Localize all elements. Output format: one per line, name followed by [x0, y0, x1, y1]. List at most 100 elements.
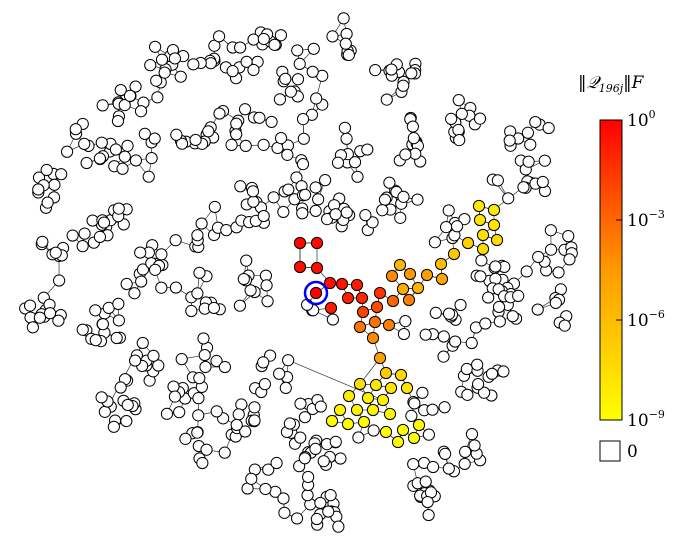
graph-node — [453, 133, 466, 147]
graph-node — [207, 301, 221, 315]
graph-node — [282, 354, 295, 367]
graph-node — [110, 331, 123, 345]
graph-node — [107, 420, 120, 433]
graph-node — [49, 246, 62, 259]
graph-node — [279, 72, 292, 85]
graph-node — [78, 137, 91, 151]
graph-node — [109, 143, 122, 156]
colorbar: ‖𝒬196j‖F 100 10−3 10−6 10−9 0 — [578, 73, 665, 462]
graph-node-colored — [309, 286, 323, 300]
graph-node-colored — [402, 293, 416, 307]
graph-node — [310, 512, 323, 526]
graph-node — [129, 154, 143, 167]
graph-node — [322, 505, 335, 518]
graph-node-colored — [394, 368, 408, 382]
graph-node — [232, 408, 245, 421]
graph-node — [200, 443, 213, 456]
graph-node — [95, 136, 108, 149]
colorbar-title: ‖𝒬196j‖F — [578, 73, 645, 95]
graph-node — [112, 314, 125, 327]
graph-node — [155, 281, 168, 294]
graph-node-colored — [487, 203, 501, 217]
graph-node — [291, 44, 304, 57]
graph-node — [471, 358, 484, 371]
graph-node — [399, 148, 412, 161]
graph-node — [118, 150, 131, 163]
graph-node — [128, 287, 141, 300]
graph-node — [408, 397, 421, 410]
graph-node — [116, 162, 129, 175]
graph-node — [226, 65, 239, 78]
graph-node — [340, 132, 353, 145]
graph-node — [491, 174, 504, 187]
graph-node — [283, 417, 296, 430]
graph-node-colored — [350, 403, 364, 417]
graph-node — [95, 391, 108, 404]
graph-node — [521, 126, 535, 139]
graph-node — [267, 191, 280, 204]
graph-node — [192, 409, 205, 422]
graph-nodes-zero — [19, 12, 578, 533]
graph-node — [69, 123, 82, 136]
graph-node — [260, 279, 273, 292]
graph-node — [529, 115, 542, 129]
graph-node — [497, 365, 510, 378]
graph-node-colored — [373, 286, 387, 300]
graph-node-colored — [476, 228, 490, 242]
graph-node — [261, 295, 274, 308]
graph-node — [479, 317, 492, 330]
graph-node — [359, 209, 372, 222]
graph-node — [112, 297, 125, 310]
graph-node — [193, 372, 206, 385]
graph-node — [149, 263, 162, 276]
graph-node — [334, 452, 347, 465]
graph-node — [277, 205, 290, 219]
graph-node — [135, 275, 148, 288]
graph-node — [136, 336, 149, 350]
graph-node — [33, 311, 46, 324]
graph-node — [376, 204, 389, 217]
graph-node — [152, 359, 165, 372]
graph-node-colored — [293, 260, 307, 274]
graph-node — [314, 496, 327, 510]
graph-node — [520, 265, 533, 278]
graph-node-colored — [382, 318, 396, 332]
graph-node — [461, 388, 474, 401]
graph-node — [93, 152, 107, 165]
graph-node-colored — [391, 435, 405, 449]
graph-node-colored — [386, 294, 400, 308]
graph-node — [213, 107, 226, 120]
graph-node — [454, 298, 467, 312]
graph-node — [419, 328, 432, 341]
graph-node — [326, 30, 339, 43]
graph-node-colored — [366, 331, 380, 345]
graph-node — [233, 299, 247, 312]
graph-node — [465, 336, 478, 350]
graph-node — [277, 492, 290, 505]
graph-node — [234, 180, 247, 193]
graph-node — [542, 121, 555, 135]
graph-node — [169, 281, 183, 294]
graph-node — [210, 354, 223, 368]
graph-node — [319, 174, 332, 187]
graph-node — [117, 218, 130, 231]
graph-node — [361, 143, 374, 156]
graph-node — [342, 48, 355, 62]
graph-node-colored — [473, 213, 487, 227]
graph-node — [503, 134, 516, 147]
graph-node — [247, 63, 260, 77]
graph-node — [473, 112, 487, 125]
graph-node-colored — [379, 366, 393, 380]
graph-node — [218, 446, 231, 459]
graph-node — [419, 475, 432, 488]
graph-node — [549, 296, 562, 309]
graph-node — [475, 254, 488, 267]
graph-node — [204, 57, 217, 70]
graph-node-colored — [341, 291, 355, 305]
graph-node — [240, 254, 253, 267]
graph-node — [460, 362, 473, 376]
graph-node — [66, 229, 79, 242]
graph-node-colored — [342, 389, 356, 403]
graph-node-colored — [368, 315, 382, 329]
graph-node — [512, 289, 525, 302]
